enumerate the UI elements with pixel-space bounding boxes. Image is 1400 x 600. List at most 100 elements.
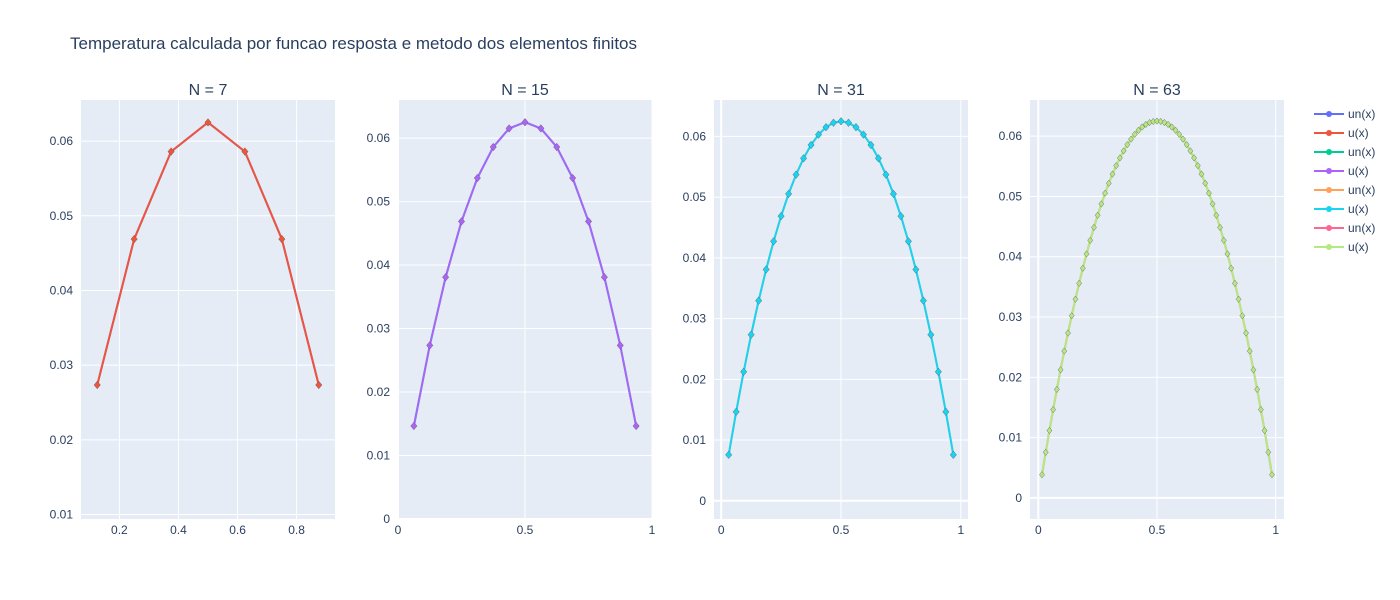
legend-marker <box>1326 225 1332 231</box>
x-tick-label: 0 <box>1035 523 1042 537</box>
data-point <box>537 124 545 133</box>
data-point <box>585 217 592 226</box>
data-point <box>904 237 912 246</box>
data-point <box>167 147 175 156</box>
data-point <box>1131 130 1138 138</box>
y-tick-label: 0.06 <box>50 134 74 148</box>
data-point <box>505 124 513 133</box>
data-point <box>1154 117 1160 125</box>
data-point <box>93 380 101 390</box>
x-tick-label: 0 <box>718 523 725 537</box>
subplot-3: 0 0.01 0.02 0.03 0.04 0.05 0.06 0 0.5 1 N = 31 <box>683 82 968 537</box>
data-point <box>777 212 785 221</box>
data-point <box>1235 295 1242 303</box>
data-point <box>553 142 561 152</box>
y-tick-label: 0.05 <box>999 189 1023 203</box>
subplot-title: N = 63 <box>1133 82 1181 99</box>
data-point <box>1094 211 1101 219</box>
data-point <box>1187 147 1194 155</box>
data-point <box>837 117 845 126</box>
data-point <box>241 147 249 156</box>
y-tick-label: 0.01 <box>683 433 707 447</box>
data-point <box>725 450 733 459</box>
data-point <box>792 170 800 179</box>
data-point <box>426 341 434 350</box>
y-tick-label: 0.04 <box>683 251 707 265</box>
data-point <box>1128 135 1134 143</box>
data-point <box>1102 189 1108 197</box>
data-point <box>1072 295 1079 303</box>
data-point <box>860 130 867 139</box>
y-tick-label: 0.05 <box>50 209 74 223</box>
data-point <box>1057 366 1064 374</box>
data-point <box>897 212 905 221</box>
data-point <box>1091 223 1097 231</box>
data-point <box>815 130 822 139</box>
data-point <box>1109 170 1116 178</box>
data-point <box>942 407 950 416</box>
data-point <box>1176 130 1183 138</box>
data-point <box>1053 385 1060 393</box>
data-point <box>1246 347 1253 355</box>
data-point <box>1209 200 1216 208</box>
data-point <box>458 217 465 226</box>
data-point <box>1168 123 1175 131</box>
legend-label: un(x) <box>1348 183 1375 197</box>
subplot-title: N = 31 <box>817 82 865 99</box>
subplot-4: 0 0.01 0.02 0.03 0.04 0.05 0.06 0 0.5 1 N = 63 <box>999 82 1284 537</box>
y-tick-label: 0.06 <box>683 129 707 143</box>
data-point <box>740 367 748 376</box>
subplot-title: N = 15 <box>501 82 549 99</box>
data-point <box>1120 147 1127 155</box>
legend-item: un(x) <box>1314 145 1375 159</box>
data-point <box>1139 123 1146 131</box>
legend-item: un(x) <box>1314 221 1375 235</box>
data-point <box>204 118 212 127</box>
data-point <box>845 118 852 127</box>
data-point <box>927 330 935 339</box>
data-point <box>1165 120 1171 128</box>
data-point <box>632 421 640 431</box>
data-point <box>1258 406 1264 414</box>
data-point <box>1202 179 1209 187</box>
x-tick-label: 0 <box>395 523 402 537</box>
x-tick-label: 0.4 <box>170 523 187 537</box>
x-tick-label: 0.8 <box>288 523 305 537</box>
data-point <box>919 296 927 305</box>
x-tick-label: 0.5 <box>1149 523 1166 537</box>
data-point <box>889 189 897 199</box>
y-tick-label: 0.04 <box>50 283 74 297</box>
y-tick-label: 0.04 <box>999 250 1023 264</box>
y-tick-label: 0.03 <box>683 312 707 326</box>
data-point <box>747 330 755 339</box>
data-point <box>800 154 808 163</box>
y-tick-label: 0.03 <box>367 322 391 336</box>
data-point <box>130 234 138 244</box>
data-point <box>1220 236 1227 244</box>
data-point <box>410 421 418 431</box>
x-tick-label: 0.6 <box>229 523 246 537</box>
chart-title: Temperatura calculada por funcao respost… <box>70 34 637 53</box>
legend-marker <box>1326 206 1332 212</box>
plot-area <box>81 100 335 519</box>
data-point <box>934 367 942 376</box>
data-point <box>1269 471 1275 479</box>
data-point <box>949 450 957 459</box>
y-tick-label: 0 <box>699 494 706 508</box>
data-point <box>473 173 481 183</box>
data-point <box>762 265 770 274</box>
data-point <box>732 407 740 416</box>
x-tick-label: 0.2 <box>111 523 128 537</box>
data-point <box>1213 211 1220 219</box>
legend-label: u(x) <box>1348 164 1369 178</box>
legend-item: u(x) <box>1314 126 1369 140</box>
y-tick-label: 0.01 <box>50 508 74 522</box>
x-tick-label: 0.5 <box>833 523 850 537</box>
y-tick-label: 0 <box>383 512 390 526</box>
data-point <box>1046 427 1053 435</box>
data-point <box>1105 179 1112 187</box>
data-point <box>1098 200 1105 208</box>
legend-item: u(x) <box>1314 240 1369 254</box>
data-point <box>1224 250 1231 258</box>
